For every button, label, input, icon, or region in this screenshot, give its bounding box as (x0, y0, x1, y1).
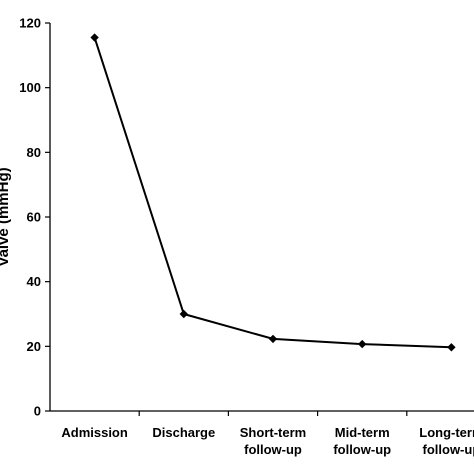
data-point (447, 343, 456, 352)
x-tick-label-line: follow-up (423, 442, 474, 457)
data-point (179, 309, 188, 319)
x-tick-label-line: Long-term (419, 425, 474, 440)
y-axis: 0 20 40 60 80 100 120 (19, 16, 51, 419)
y-tick-label: 80 (27, 145, 41, 160)
x-tick-label: Admission (61, 425, 128, 440)
y-tick-label: 120 (19, 16, 41, 31)
y-tick-label: 100 (19, 80, 41, 95)
y-axis-title: Valve (mmHg) (0, 167, 12, 266)
y-tick-label: 60 (27, 210, 41, 225)
x-tick-label: Short-term follow-up (240, 425, 306, 457)
x-tick-label: Mid-term follow-up (333, 425, 391, 457)
x-tick-label-line: follow-up (333, 442, 391, 457)
data-point (358, 339, 367, 349)
data-point (90, 33, 99, 42)
x-tick-label-line: Mid-term (335, 425, 390, 440)
x-tick-label-line: Discharge (152, 425, 215, 440)
x-tick-label: Long-term follow-up (419, 425, 474, 457)
data-point (268, 334, 278, 344)
y-tick-label: 0 (34, 404, 41, 419)
x-tick-label-line: Short-term (240, 425, 306, 440)
x-tick-label: Discharge (152, 425, 215, 440)
series-group (90, 33, 456, 352)
x-axis: Admission Discharge Short-term follow-upMid… (50, 410, 474, 457)
y-tick-label: 40 (27, 274, 41, 289)
x-tick-label-line: Admission (61, 425, 128, 440)
x-tick-label-line: follow-up (244, 442, 302, 457)
series-line (93, 37, 452, 349)
y-tick-label: 20 (27, 339, 41, 354)
